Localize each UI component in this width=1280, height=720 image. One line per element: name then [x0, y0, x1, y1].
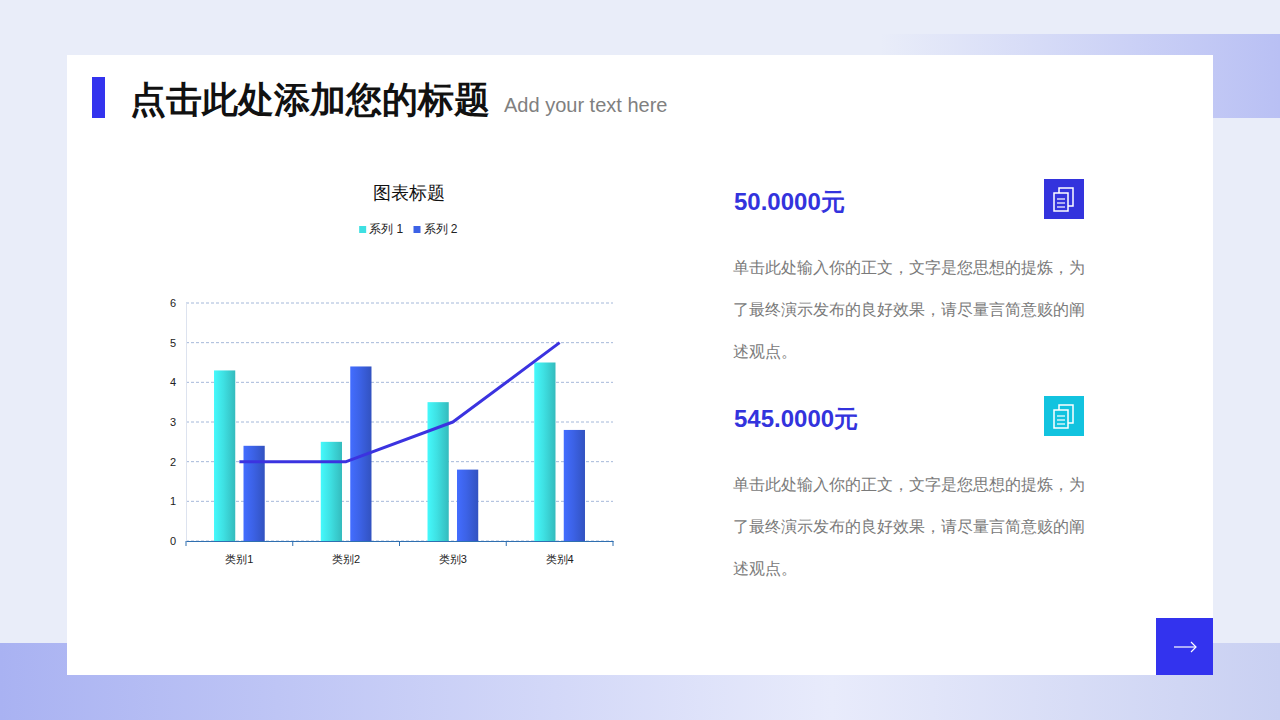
plot-marks	[214, 343, 585, 541]
bar	[214, 370, 235, 541]
background	[0, 0, 1280, 720]
y-tick: 5	[170, 337, 186, 349]
slide-title: 点击此处添加您的标题	[130, 79, 490, 120]
item-value: 50.0000元	[734, 188, 845, 215]
x-tick-label: 类别4	[546, 553, 574, 565]
x-separator	[613, 541, 614, 546]
item-text: 单击此处输入你的正文，文字是您思想的提炼，为了最终演示发布的良好效果，请尽量言简…	[733, 464, 1095, 590]
y-axis: 0 1 2 3 4 5 6	[170, 297, 187, 547]
y-tick: 0	[170, 535, 186, 547]
x-tick: 类别4	[546, 541, 574, 565]
x-tick-label: 类别1	[225, 553, 253, 565]
x-axis: 类别1 类别2 类别3 类别4	[187, 541, 614, 565]
y-tick-label: 6	[170, 297, 176, 309]
legend-item: 系列 2	[414, 222, 458, 236]
legend-swatch	[414, 226, 421, 233]
card	[67, 55, 1213, 675]
item-icon	[1044, 179, 1084, 219]
title-accent	[92, 77, 105, 118]
y-axis-line	[186, 304, 187, 542]
next-button[interactable]	[1156, 618, 1213, 675]
y-tick: 3	[170, 416, 186, 428]
bar	[244, 446, 265, 541]
x-separator	[186, 541, 187, 546]
bar	[321, 442, 342, 541]
x-separator	[292, 541, 293, 546]
bar	[564, 430, 585, 541]
y-tick-label: 5	[170, 337, 176, 349]
x-tick-label: 类别3	[439, 553, 467, 565]
legend: 系列 1 系列 2	[359, 222, 458, 236]
y-tick-label: 4	[170, 376, 176, 388]
x-separator	[506, 541, 507, 546]
y-tick-label: 0	[170, 535, 176, 547]
y-tick: 1	[170, 495, 186, 507]
slide-subtitle: Add your text here	[504, 94, 667, 116]
x-tick: 类别1	[225, 541, 253, 565]
chart-title: 图表标题	[373, 183, 445, 203]
legend-swatch	[359, 226, 366, 233]
x-tick-label: 类别2	[332, 553, 360, 565]
grid-line	[186, 342, 613, 343]
y-tick-label: 2	[170, 456, 176, 468]
legend-item: 系列 1	[359, 222, 403, 236]
bar	[428, 402, 449, 541]
y-tick: 6	[170, 297, 186, 309]
item-value: 545.0000元	[734, 405, 858, 432]
bar	[534, 363, 555, 542]
y-tick: 2	[170, 456, 186, 468]
x-tick: 类别3	[439, 541, 467, 565]
item-text: 单击此处输入你的正文，文字是您思想的提炼，为了最终演示发布的良好效果，请尽量言简…	[733, 247, 1095, 373]
grid-line	[186, 303, 613, 304]
y-tick-label: 3	[170, 416, 176, 428]
legend-label: 系列 2	[424, 222, 458, 236]
y-tick-label: 1	[170, 495, 176, 507]
grid	[186, 303, 613, 541]
item-icon	[1044, 396, 1084, 436]
bar	[457, 470, 478, 541]
legend-label: 系列 1	[369, 222, 403, 236]
x-tick: 类别2	[332, 541, 360, 565]
y-tick: 4	[170, 376, 186, 388]
x-separator	[399, 541, 400, 546]
line	[239, 343, 559, 462]
